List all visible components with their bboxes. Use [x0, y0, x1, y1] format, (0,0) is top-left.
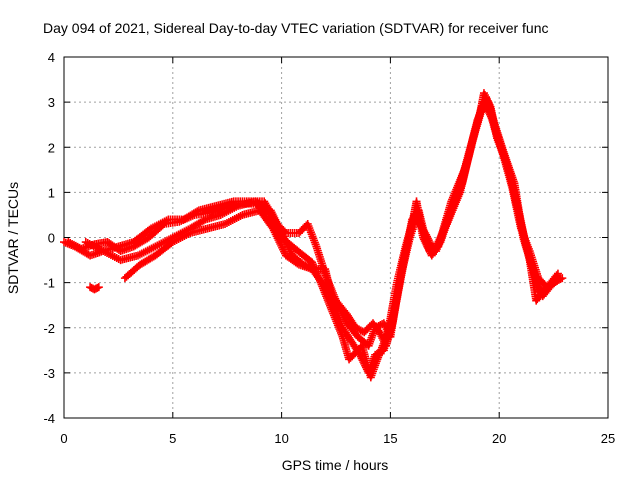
- chart-title: Day 094 of 2021, Sidereal Day-to-day VTE…: [43, 20, 549, 36]
- y-tick-label: 3: [48, 95, 55, 110]
- data-point: [158, 221, 167, 230]
- data-point: [409, 216, 418, 225]
- y-tick-label: 0: [48, 231, 55, 246]
- data-point: [351, 323, 360, 332]
- data-point: [553, 276, 562, 285]
- data-point: [429, 245, 438, 254]
- y-tick-label: -2: [43, 321, 55, 336]
- series-short-segment: [86, 283, 103, 294]
- data-point: [413, 218, 422, 227]
- data-point: [94, 283, 103, 292]
- y-axis-label: SDTVAR / TECUs: [5, 182, 21, 294]
- data-point: [427, 246, 436, 255]
- x-tick-label: 10: [274, 431, 288, 446]
- data-point: [556, 275, 565, 284]
- data-point: [411, 217, 420, 226]
- data-point: [408, 215, 417, 224]
- data-point: [558, 274, 567, 283]
- data-point: [554, 275, 563, 284]
- y-tick-label: -4: [43, 411, 55, 426]
- y-tick-label: 4: [48, 50, 55, 65]
- series-track-1: [60, 89, 565, 350]
- y-tick-label: 1: [48, 185, 55, 200]
- y-tick-label: -1: [43, 276, 55, 291]
- series-track-4: [64, 98, 567, 382]
- data-point: [553, 269, 562, 278]
- data-point: [355, 325, 364, 334]
- x-tick-label: 25: [601, 431, 615, 446]
- data-point: [549, 278, 558, 287]
- data-point: [425, 247, 434, 256]
- x-axis-label: GPS time / hours: [282, 457, 389, 473]
- x-tick-label: 20: [492, 431, 506, 446]
- y-tick-label: 2: [48, 140, 55, 155]
- x-tick-label: 0: [60, 431, 67, 446]
- data-point: [551, 277, 560, 286]
- y-tick-label: -3: [43, 366, 55, 381]
- data-point: [199, 216, 208, 225]
- data-point: [430, 244, 439, 253]
- axis-ticks: 0 5 10 15 20 25 -4 -3 -2 -1 0 1 2 3 4: [43, 50, 615, 446]
- data-point: [353, 324, 362, 333]
- x-tick-label: 5: [169, 431, 176, 446]
- data-point: [293, 259, 302, 268]
- x-tick-label: 15: [383, 431, 397, 446]
- data-marks: [60, 89, 567, 382]
